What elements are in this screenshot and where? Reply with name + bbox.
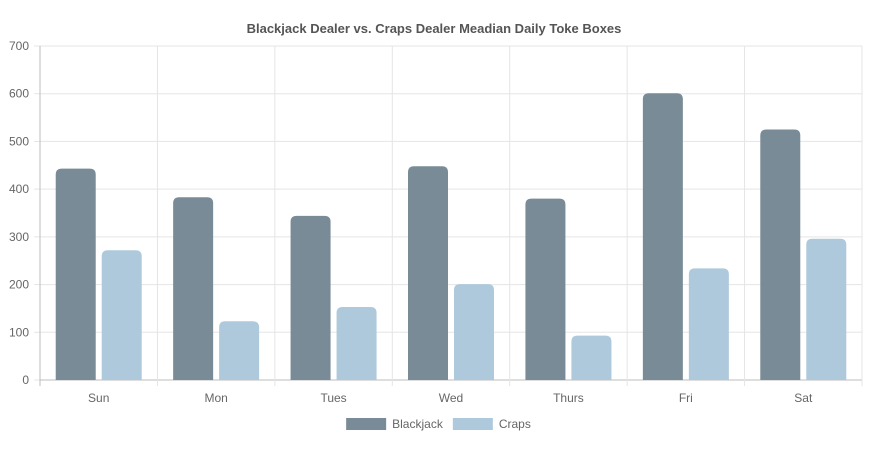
bar-craps-wed [454, 284, 494, 380]
y-tick-label: 300 [9, 230, 29, 244]
y-tick-label: 600 [9, 87, 29, 101]
bar-craps-sat [806, 238, 847, 380]
x-tick-label: Mon [204, 391, 227, 405]
y-tick-label: 0 [22, 373, 29, 387]
legend-label-craps: Craps [499, 417, 531, 431]
legend-swatch-craps [452, 418, 493, 430]
bar-blackjack-sat [760, 129, 801, 380]
bar-craps-sun [101, 250, 142, 380]
bar-blackjack-sun [55, 168, 96, 380]
bars [55, 93, 847, 380]
x-tick-label: Sat [794, 391, 813, 405]
y-tick-label: 500 [9, 134, 29, 148]
bar-blackjack-thurs [525, 198, 566, 380]
x-tick-label: Tues [320, 391, 346, 405]
bar-craps-tues [336, 306, 377, 380]
bar-blackjack-fri [642, 93, 683, 380]
bar-blackjack-tues [290, 215, 331, 380]
x-tick-label: Wed [439, 391, 463, 405]
y-tick-label: 100 [9, 325, 29, 339]
x-tick-label: Thurs [553, 391, 584, 405]
bar-blackjack-wed [408, 166, 448, 380]
chart-title: Blackjack Dealer vs. Craps Dealer Meadia… [247, 21, 622, 36]
y-tick-label: 400 [9, 182, 29, 196]
bar-blackjack-mon [173, 197, 214, 380]
legend: Blackjack Craps [346, 417, 531, 431]
bar-craps-mon [219, 321, 260, 380]
bar-craps-fri [688, 268, 729, 380]
axes: 0 100 200 300 400 500 600 700 Sun Mon Tues Wed Thurs… [9, 39, 813, 405]
legend-label-blackjack: Blackjack [392, 417, 444, 431]
x-tick-label: Fri [679, 391, 693, 405]
bar-craps-thurs [571, 335, 612, 380]
x-tick-label: Sun [88, 391, 109, 405]
y-tick-label: 700 [9, 39, 29, 53]
legend-swatch-blackjack [346, 418, 387, 430]
y-tick-label: 200 [9, 278, 29, 292]
